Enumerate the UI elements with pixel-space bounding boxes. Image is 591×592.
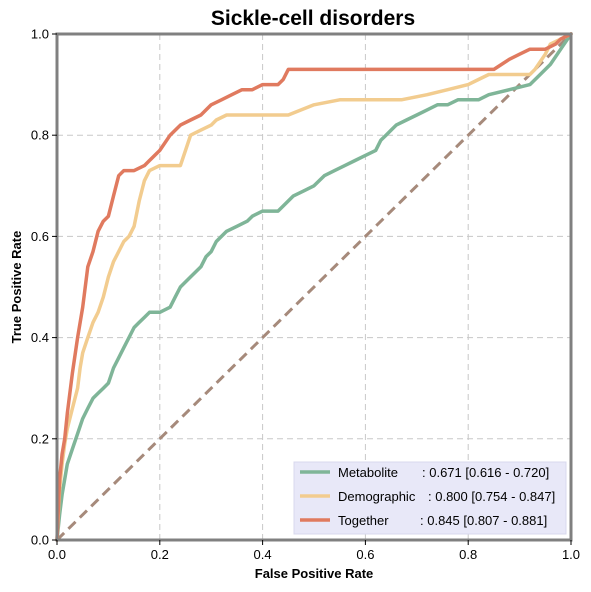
y-tick-label-1: 0.2 (31, 431, 49, 446)
legend-label-metabolite: Metabolite (338, 465, 398, 480)
y-tick-label-2: 0.4 (31, 330, 49, 345)
plot-frame (55, 32, 573, 542)
series-line-metabolite (55, 32, 573, 542)
series-lines (55, 32, 573, 542)
chance-diagonal (55, 32, 573, 542)
x-tick-label-5: 1.0 (562, 547, 580, 562)
axis-ticks: 0.0 0.2 0.4 0.6 0.8 1.0 0.0 0.2 0.4 0.6 0.8 1.0 (31, 27, 580, 563)
x-tick-label-4: 0.8 (459, 547, 477, 562)
series-line-together (55, 32, 573, 542)
chart-title: Sickle-cell disorders (211, 7, 415, 30)
y-axis-label: True Positive Rate (9, 231, 24, 344)
y-tick-label-5: 1.0 (31, 27, 49, 42)
series-line-demographic (55, 32, 573, 542)
legend-auc-demographic: : 0.800 [0.754 - 0.847] (428, 489, 555, 504)
x-tick-label-1: 0.2 (151, 547, 169, 562)
y-tick-label-0: 0.0 (31, 533, 49, 548)
y-tick-label-4: 0.8 (31, 128, 49, 143)
x-axis-label: False Positive Rate (255, 566, 374, 581)
legend-auc-metabolite: : 0.671 [0.616 - 0.720] (422, 465, 549, 480)
legend-label-together: Together (338, 513, 389, 528)
x-tick-label-3: 0.6 (356, 547, 374, 562)
x-tick-label-0: 0.0 (48, 547, 66, 562)
legend-box (293, 461, 567, 535)
diagonal-line (55, 32, 573, 542)
legend-auc-together: : 0.845 [0.807 - 0.881] (420, 513, 547, 528)
y-tick-label-3: 0.6 (31, 229, 49, 244)
grid-lines (57, 34, 571, 540)
legend: Metabolite : 0.671 [0.616 - 0.720] Demogra… (293, 461, 567, 535)
x-tick-label-2: 0.4 (254, 547, 272, 562)
legend-label-demographic: Demographic (338, 489, 416, 504)
